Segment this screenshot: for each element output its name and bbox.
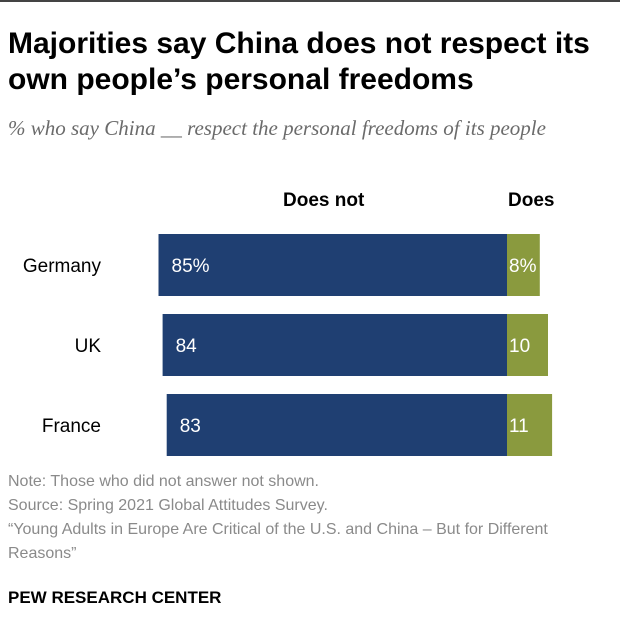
notes-block: Note: Those who did not answer not shown… bbox=[8, 470, 613, 566]
bar-does bbox=[507, 234, 540, 296]
column-header-does: Does bbox=[508, 190, 555, 211]
note-text: Note: Those who did not answer not shown… bbox=[8, 473, 319, 490]
pew-logo-text: PEW RESEARCH CENTER bbox=[8, 588, 222, 607]
bar-does bbox=[507, 394, 553, 456]
data-label-does-not: 83 bbox=[180, 416, 201, 437]
column-header-does-not: Does not bbox=[283, 190, 365, 211]
data-label-does: 10 bbox=[509, 336, 530, 357]
bar-does-not bbox=[162, 314, 507, 376]
category-label: France bbox=[42, 416, 101, 437]
data-label-does-not: 85% bbox=[172, 256, 210, 277]
data-label-does: 8% bbox=[509, 256, 537, 277]
category-label: Germany bbox=[23, 256, 102, 277]
report-title-text: “Young Adults in Europe Are Critical of … bbox=[8, 521, 548, 562]
data-label-does: 11 bbox=[509, 416, 529, 437]
top-rule bbox=[0, 0, 620, 2]
chart-subtitle: % who say China __ respect the personal … bbox=[8, 116, 546, 140]
source-text: Source: Spring 2021 Global Attitudes Sur… bbox=[8, 497, 328, 514]
category-label: UK bbox=[75, 336, 102, 357]
bar-does-not bbox=[166, 394, 507, 456]
bar-chart: Germany 85% 8% UK 84 10 France 83 11 bbox=[23, 234, 553, 456]
chart-title: Majorities say China does not respect it… bbox=[8, 27, 590, 96]
data-label-does-not: 84 bbox=[176, 336, 198, 357]
bar-does bbox=[507, 314, 548, 376]
bar-does-not bbox=[158, 234, 507, 296]
